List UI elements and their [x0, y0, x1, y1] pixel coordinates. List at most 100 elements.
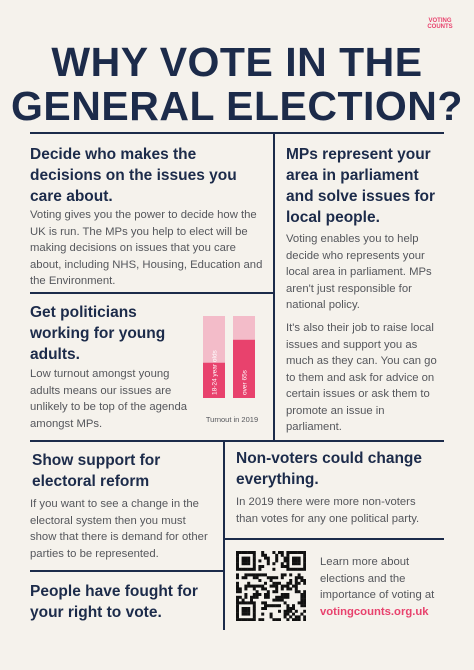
qr-module — [261, 573, 265, 577]
qr-module — [241, 598, 245, 602]
qr-module — [275, 584, 279, 588]
qr-module — [283, 595, 287, 599]
heading: Get politicians working for young adults… — [30, 304, 166, 363]
qr-module — [280, 551, 284, 554]
qr-module — [292, 607, 295, 610]
divider — [30, 292, 274, 294]
qr-module — [303, 590, 306, 594]
qr-module — [278, 595, 281, 599]
qr-module — [292, 556, 295, 560]
qr-module — [294, 587, 298, 591]
qr-module — [275, 598, 279, 602]
qr-module — [294, 584, 298, 588]
qr-module — [266, 576, 270, 580]
qr-module — [283, 559, 287, 563]
qr-module — [294, 556, 298, 560]
qr-code — [236, 551, 306, 621]
qr-module — [286, 551, 290, 554]
qr-module — [278, 598, 281, 602]
qr-module — [283, 556, 287, 560]
qr-module — [297, 618, 301, 621]
qr-module — [238, 618, 242, 621]
qr-module — [294, 551, 298, 554]
qr-module — [300, 595, 304, 599]
qr-module — [283, 573, 287, 577]
qr-module — [278, 581, 281, 585]
heading: MPs represent your area in parliament an… — [286, 146, 436, 226]
qr-module — [264, 607, 267, 610]
qr-module — [258, 565, 262, 568]
qr-module — [269, 579, 273, 582]
qr-module — [252, 573, 256, 577]
qr-module — [258, 584, 262, 588]
qr-module — [294, 579, 298, 582]
qr-module — [294, 609, 298, 613]
qr-module — [252, 601, 256, 605]
qr-module — [286, 553, 290, 557]
qr-module — [303, 562, 306, 566]
qr-module — [236, 584, 239, 588]
qr-module — [294, 581, 298, 585]
qr-module — [286, 559, 290, 563]
qr-module — [236, 559, 239, 563]
qr-module — [303, 593, 306, 596]
qr-module — [252, 551, 256, 554]
qr-module — [272, 618, 276, 621]
paragraph: Voting gives you the power to decide how… — [30, 209, 263, 287]
qr-module — [278, 551, 281, 554]
qr-module — [280, 562, 284, 566]
heading: Show support for electoral reform — [32, 452, 161, 490]
qr-module — [250, 573, 253, 577]
qr-module — [275, 576, 279, 580]
qr-module — [244, 607, 248, 610]
divider — [223, 538, 444, 540]
divider — [30, 132, 444, 134]
qr-module — [252, 565, 256, 568]
qr-module — [261, 587, 265, 591]
qr-module — [241, 618, 245, 621]
qr-module — [252, 556, 256, 560]
qr-module — [255, 590, 259, 594]
qr-module — [236, 607, 239, 610]
qr-module — [261, 618, 265, 621]
qr-module — [247, 584, 251, 588]
qr-module — [241, 562, 245, 566]
qr-module — [297, 562, 301, 566]
qr-module — [272, 551, 276, 554]
qr-module — [303, 609, 306, 613]
qr-module — [266, 556, 270, 560]
qr-module — [294, 590, 298, 594]
qr-module — [264, 601, 267, 605]
qr-module — [294, 559, 298, 563]
title: WHY VOTE IN THE GENERAL ELECTION? — [11, 39, 463, 129]
qr-module — [258, 579, 262, 582]
qr-module — [252, 587, 256, 591]
qr-module — [238, 567, 242, 571]
qr-module — [280, 584, 284, 588]
qr-module — [272, 567, 276, 571]
qr-module — [286, 607, 290, 610]
qr-module — [255, 595, 259, 599]
qr-module — [292, 604, 295, 608]
qr-module — [258, 567, 262, 571]
qr-module — [244, 618, 248, 621]
qr-module — [275, 595, 279, 599]
divider — [273, 132, 275, 441]
qr-module — [264, 553, 267, 557]
qr-module — [258, 573, 262, 577]
qr-module — [272, 598, 276, 602]
qr-module — [264, 581, 267, 585]
qr-module — [261, 612, 265, 616]
qr-module — [252, 595, 256, 599]
link[interactable]: votingcounts.org.uk — [320, 605, 429, 618]
qr-module — [297, 581, 301, 585]
qr-module — [244, 556, 248, 560]
qr-module — [297, 590, 301, 594]
qr-module — [252, 593, 256, 596]
qr-module — [241, 567, 245, 571]
qr-module — [247, 609, 251, 613]
qr-module — [297, 573, 301, 577]
qr-module — [244, 593, 248, 596]
qr-module — [264, 587, 267, 591]
